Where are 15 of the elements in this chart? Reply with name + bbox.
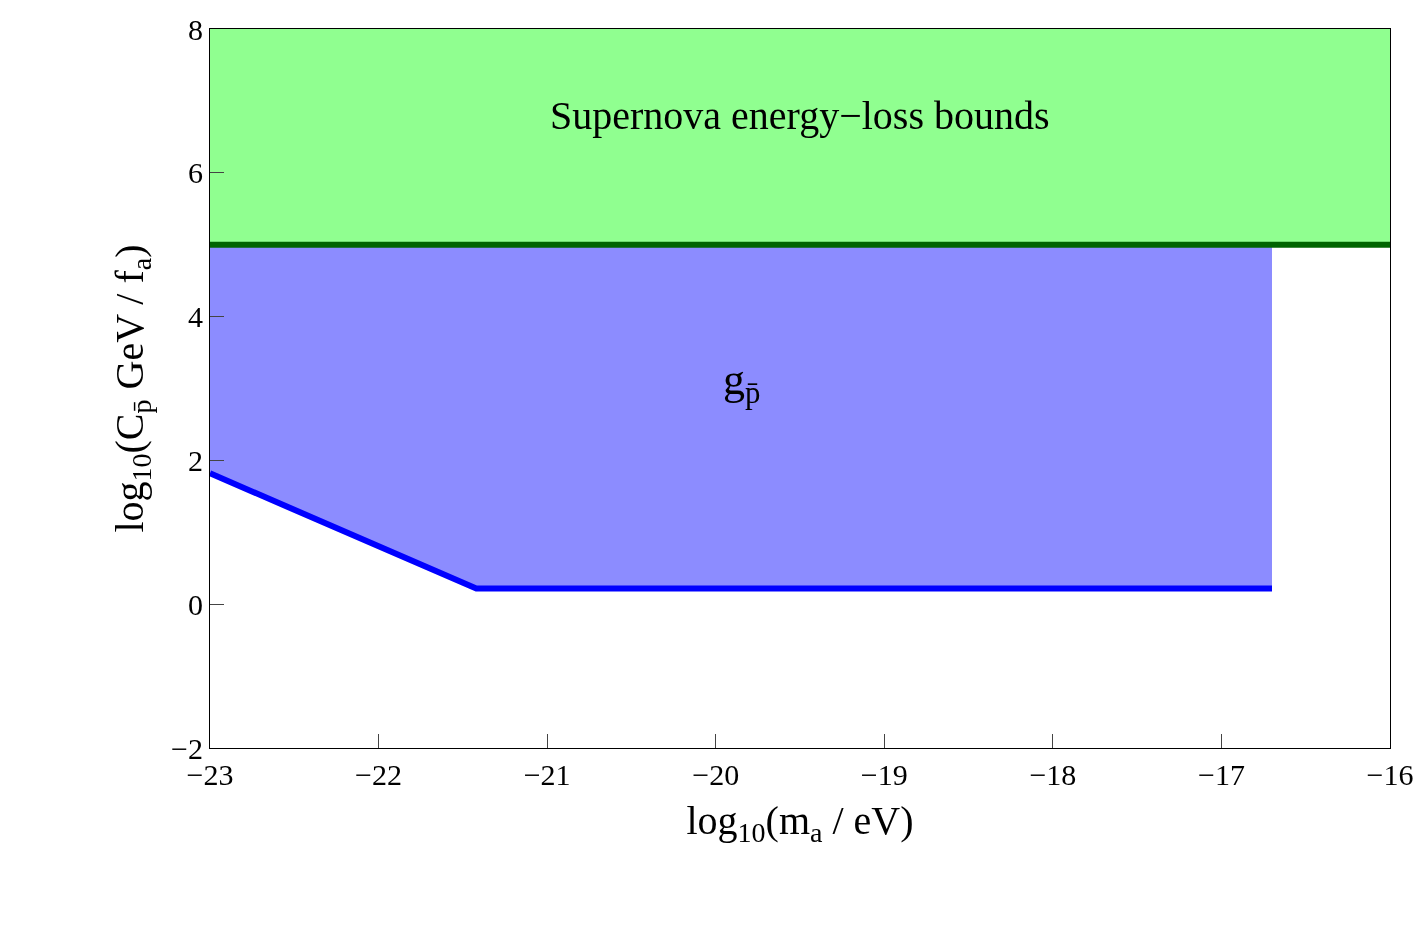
x-tick-label: −20 [692, 758, 740, 791]
x-tick-label: −19 [860, 758, 908, 791]
y-tick-label: 4 [188, 300, 203, 334]
x-tick-label: −17 [1197, 758, 1245, 791]
x-tick-label: −21 [523, 758, 571, 791]
x-tick-label: −18 [1029, 758, 1077, 791]
x-tick-label: −16 [1366, 758, 1414, 791]
y-tick-label: 6 [188, 156, 203, 190]
y-tick-label: 0 [188, 587, 203, 621]
x-tick-label: −22 [355, 758, 403, 791]
annotation: g$_{p̄}$ [723, 355, 761, 411]
x-axis-title: log$_{10}$(m$_{a}$ / eV) [686, 797, 914, 848]
y-tick-label: 8 [188, 12, 203, 46]
y-tick-label: 2 [188, 443, 203, 477]
band-label: Supernova energy−loss bounds [550, 93, 1050, 138]
